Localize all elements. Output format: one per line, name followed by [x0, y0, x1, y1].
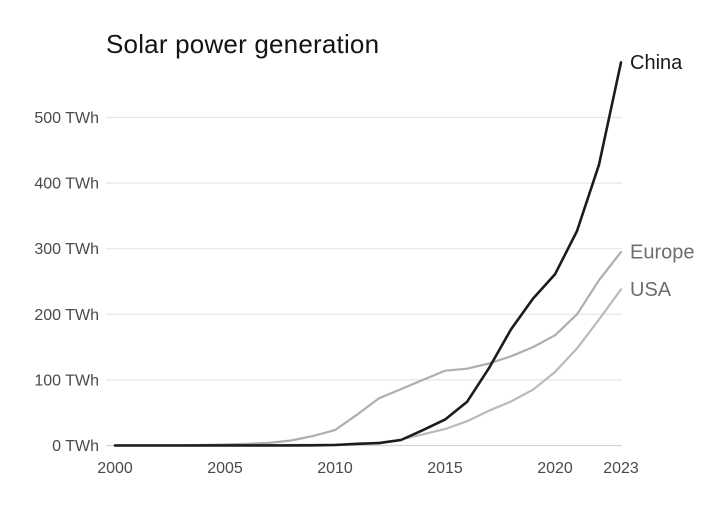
x-tick-label: 2010: [317, 460, 353, 477]
series-label-europe: Europe: [630, 241, 695, 263]
series-label-china: China: [630, 52, 683, 74]
y-tick-label: 400 TWh: [34, 176, 99, 193]
y-tick-label: 500 TWh: [34, 110, 99, 127]
y-tick-label: 300 TWh: [34, 241, 99, 258]
series-line-china: [113, 61, 623, 447]
x-tick-label: 2000: [97, 460, 133, 477]
x-tick-label: 2020: [537, 460, 573, 477]
x-tick-label: 2015: [427, 460, 463, 477]
chart-title: Solar power generation: [106, 29, 380, 59]
series-line-europe: [113, 250, 623, 447]
y-tick-label: 100 TWh: [34, 372, 99, 389]
x-tick-label: 2005: [207, 460, 243, 477]
y-tick-label: 0 TWh: [52, 438, 99, 455]
y-tick-label: 200 TWh: [34, 307, 99, 324]
series-line-usa: [113, 288, 623, 447]
x-tick-label: 2023: [603, 460, 639, 477]
series-label-usa: USA: [630, 279, 672, 301]
